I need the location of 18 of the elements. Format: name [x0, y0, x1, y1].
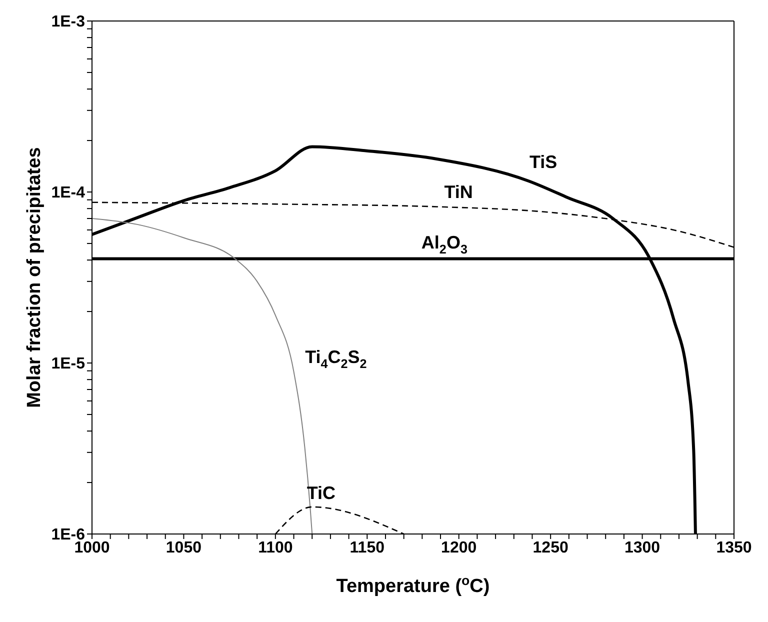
x-tick-label: 1350 — [716, 539, 752, 556]
x-tick-label: 1250 — [532, 539, 568, 556]
series-label: TiN — [444, 182, 473, 202]
y-tick-label: 1E-3 — [51, 14, 86, 31]
series-label: Al$_{2}$O$_{3}$ — [421, 232, 468, 257]
x-tick-label: 1000 — [74, 539, 110, 556]
x-tick-label: 1300 — [624, 539, 660, 556]
y-axis-title: Molar fraction of precipitates — [24, 147, 44, 408]
x-tick-label: 1050 — [166, 539, 202, 556]
x-axis-title: Temperature ($^{o}$C) — [336, 572, 490, 597]
series-label: Ti$_{4}$C$_{2}$S$_{2}$ — [305, 347, 367, 372]
y-tick-label: 1E-4 — [51, 184, 86, 202]
x-tick-label: 1150 — [350, 539, 385, 556]
y-tick-label: 1E-5 — [51, 356, 86, 373]
x-tick-label: 1200 — [441, 539, 477, 556]
series-label: TiS — [529, 152, 558, 172]
series-label: TiC — [306, 482, 336, 503]
x-tick-label: 1100 — [258, 539, 293, 556]
